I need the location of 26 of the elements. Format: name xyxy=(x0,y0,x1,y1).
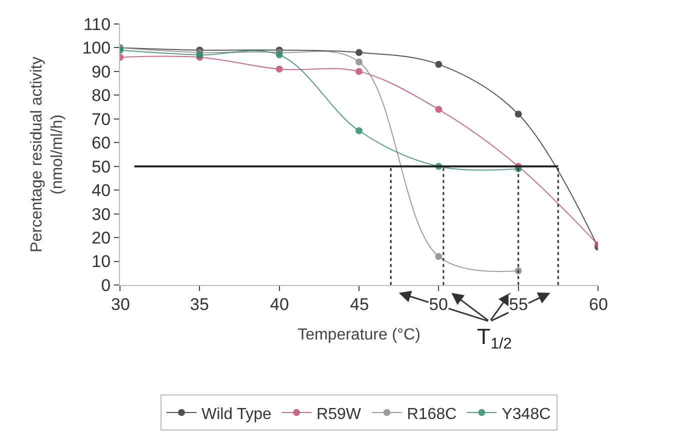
legend-label: Y348C xyxy=(502,406,551,423)
legend-label: R59W xyxy=(316,406,362,423)
y-tick-label: 40 xyxy=(92,181,111,200)
y-tick-label: 100 xyxy=(82,38,111,58)
x-tick-label: 40 xyxy=(270,295,289,314)
x-tick-label: 55 xyxy=(509,295,528,314)
y-tick-label: 10 xyxy=(92,252,111,272)
y-tick-label: 0 xyxy=(101,276,111,295)
x-axis-title: Temperature (°C) xyxy=(298,326,420,344)
y-tick-label: 20 xyxy=(92,228,111,248)
x-tick-label: 35 xyxy=(190,295,209,314)
text: T$_{1/2}$ xyxy=(477,324,512,353)
y-tick-label: 110 xyxy=(83,14,111,34)
y-tick-label: 30 xyxy=(92,204,111,224)
x-tick-label: 30 xyxy=(111,295,130,314)
y-tick-label: 80 xyxy=(92,86,111,106)
x-tick-label: 60 xyxy=(589,295,608,314)
x-tick-label: 50 xyxy=(429,295,448,314)
legend-label: Wild Type xyxy=(202,406,272,423)
y-tick-label: 70 xyxy=(92,110,111,129)
y-axis-title: Percentage residual activity (nmol/ml/h) xyxy=(28,56,66,252)
y-tick-label: 90 xyxy=(92,62,111,82)
legend-label: R168C xyxy=(406,406,457,423)
x-tick-label: 45 xyxy=(350,295,369,314)
y-tick-label: 60 xyxy=(92,134,111,153)
y-tick-label: 50 xyxy=(92,157,111,176)
